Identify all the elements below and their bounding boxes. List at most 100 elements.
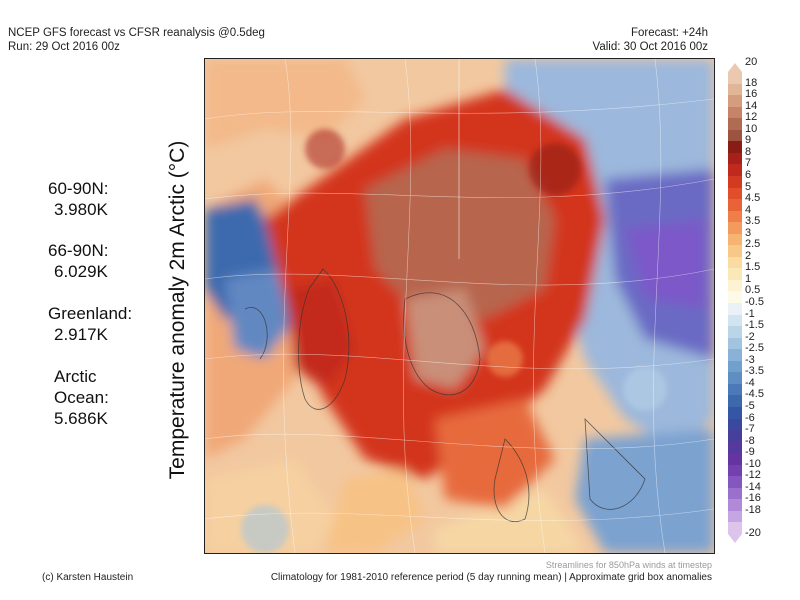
colorbar-label: -16 — [745, 492, 761, 505]
colorbar-label: 12 — [745, 111, 758, 124]
colorbar-label: -2 — [745, 330, 755, 343]
colorbar-cell — [728, 129, 742, 142]
colorbar-cell — [728, 406, 742, 419]
colorbar-label: -1.5 — [745, 319, 764, 332]
colorbar-label: 14 — [745, 99, 758, 112]
colorbar-cell — [728, 106, 742, 119]
colorbar-cell — [728, 72, 742, 85]
valid-time: Valid: 30 Oct 2016 00z — [592, 41, 709, 53]
colorbar-label: 18 — [745, 76, 758, 89]
colorbar-label: -3.5 — [745, 365, 764, 378]
colorbar-label: -5 — [745, 399, 755, 412]
stat-label-arctic: Arctic — [54, 367, 97, 386]
colorbar-label: -9 — [745, 446, 755, 459]
colorbar-label: 9 — [745, 134, 752, 147]
header-left: NCEP GFS forecast vs CFSR reanalysis @0.… — [8, 26, 265, 54]
colorbar-cell — [728, 476, 742, 489]
colorbar-cell — [728, 487, 742, 500]
colorbar-cell — [728, 187, 742, 200]
colorbar-tip-top — [728, 63, 742, 72]
colorbar-cell — [728, 83, 742, 96]
run-time: Run: 29 Oct 2016 00z — [8, 41, 120, 53]
streamline-note: Streamlines for 850hPa winds at timestep — [545, 560, 712, 570]
colorbar-tip-bottom — [728, 534, 742, 543]
colorbar-cell — [728, 95, 742, 108]
colorbar-cell — [728, 118, 742, 131]
colorbar-cell — [728, 464, 742, 477]
colorbar-label: -20 — [745, 527, 761, 539]
stat-label-60-90n: 60-90N: — [48, 179, 109, 198]
colorbar-cell — [728, 510, 742, 523]
colorbar-cell — [728, 395, 742, 408]
colorbar-label: 1 — [745, 272, 752, 285]
colorbar-label: 0.5 — [745, 284, 761, 297]
colorbar-cell — [728, 199, 742, 212]
colorbar-label: 16 — [745, 88, 758, 101]
colorbar — [728, 63, 742, 543]
colorbar-label: -6 — [745, 411, 755, 424]
colorbar-label: 6 — [745, 168, 752, 181]
colorbar-cell — [728, 256, 742, 269]
colorbar-label: -18 — [745, 503, 761, 516]
colorbar-cell — [728, 245, 742, 258]
colorbar-label: 3.5 — [745, 215, 761, 228]
colorbar-label: -10 — [745, 457, 761, 470]
header-right: Forecast: +24h Valid: 30 Oct 2016 00z — [593, 26, 709, 54]
stat-label-ocean: Ocean: — [54, 388, 109, 407]
colorbar-label: 10 — [745, 122, 758, 135]
colorbar-cell — [728, 522, 742, 535]
colorbar-cell — [728, 210, 742, 223]
colorbar-cell — [728, 303, 742, 316]
colorbar-label: -14 — [745, 480, 761, 493]
colorbar-label: 8 — [745, 145, 752, 158]
colorbar-cell — [728, 337, 742, 350]
colorbar-cell — [728, 152, 742, 165]
colorbar-label: 5 — [745, 180, 752, 193]
colorbar-cell — [728, 291, 742, 304]
colorbar-label: -7 — [745, 423, 755, 436]
colorbar-cell — [728, 430, 742, 443]
colorbar-label: -8 — [745, 434, 755, 447]
axis-label: Temperature anomaly 2m Arctic (°C) — [166, 140, 189, 480]
colorbar-cell — [728, 360, 742, 373]
colorbar-cell — [728, 383, 742, 396]
colorbar-cell — [728, 418, 742, 431]
colorbar-cell — [728, 233, 742, 246]
colorbar-cell — [728, 499, 742, 512]
colorbar-cell — [728, 175, 742, 188]
colorbar-label: -4 — [745, 376, 755, 389]
colorbar-cell — [728, 326, 742, 339]
colorbar-cell — [728, 164, 742, 177]
colorbar-cell — [728, 141, 742, 154]
colorbar-label: -4.5 — [745, 388, 764, 401]
colorbar-cell — [728, 441, 742, 454]
stat-value-60-90n: 3.980K — [54, 200, 108, 219]
colorbar-label: 20 — [745, 56, 758, 68]
colorbar-label: 1.5 — [745, 261, 761, 274]
colorbar-label: 3 — [745, 226, 752, 239]
anomaly-map — [204, 58, 715, 554]
stat-value-greenland: 2.917K — [54, 325, 108, 344]
stat-value-66-90n: 6.029K — [54, 262, 108, 281]
colorbar-label: 4.5 — [745, 192, 761, 205]
colorbar-label: -1 — [745, 307, 755, 320]
stat-label-greenland: Greenland: — [48, 304, 133, 323]
credit: (c) Karsten Haustein — [42, 572, 134, 583]
colorbar-cell — [728, 279, 742, 292]
climatology-note: Climatology for 1981-2010 reference peri… — [270, 572, 712, 583]
stat-label-66-90n: 66-90N: — [48, 241, 109, 260]
colorbar-cell — [728, 222, 742, 235]
colorbar-cell — [728, 372, 742, 385]
colorbar-cell — [728, 349, 742, 362]
colorbar-label: -0.5 — [745, 296, 764, 308]
stat-value-arctic-ocean: 5.686K — [54, 409, 108, 428]
colorbar-label: 4 — [745, 203, 752, 216]
colorbar-label: -2.5 — [745, 342, 764, 355]
map-graphic — [205, 59, 714, 553]
colorbar-cell — [728, 314, 742, 327]
colorbar-label: 7 — [745, 157, 752, 170]
colorbar-label: -3 — [745, 353, 755, 366]
colorbar-cell — [728, 453, 742, 466]
colorbar-label: -12 — [745, 469, 761, 482]
colorbar-cell — [728, 268, 742, 281]
